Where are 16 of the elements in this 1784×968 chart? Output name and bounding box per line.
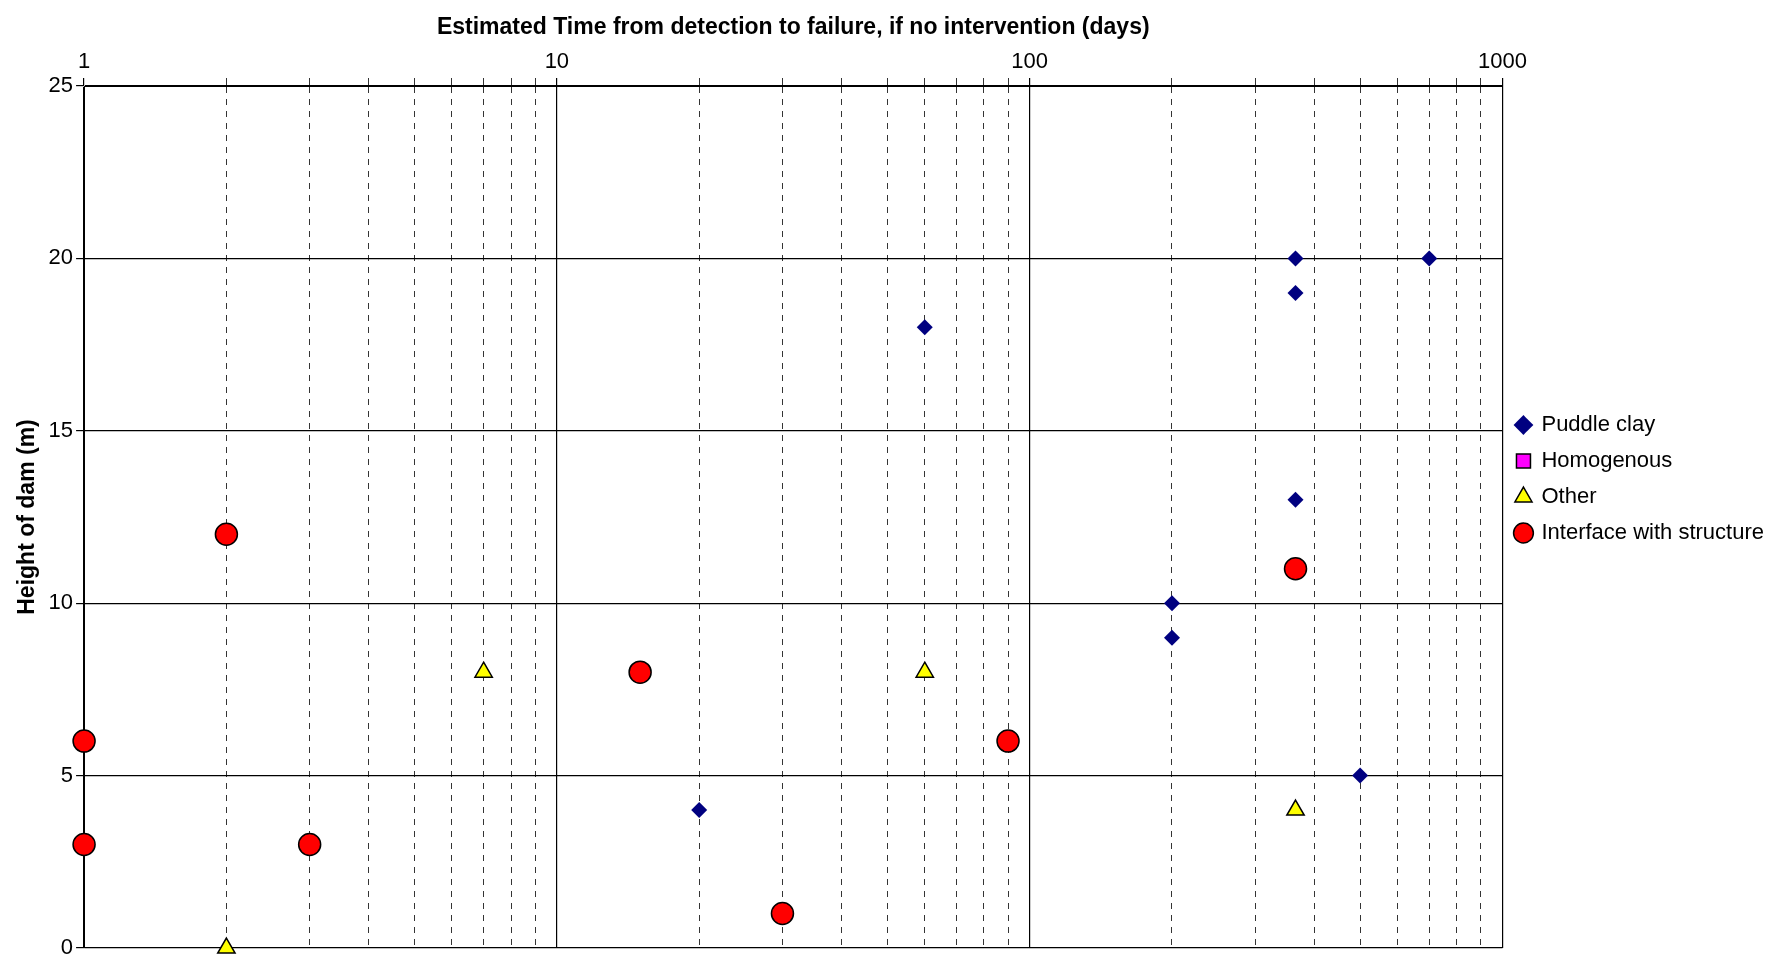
y-tick-label: 10 <box>48 589 74 615</box>
x-tick-label: 10 <box>544 47 570 73</box>
legend-label: Puddle clay <box>1541 411 1656 437</box>
y-tick-label: 25 <box>48 72 74 98</box>
y-axis-title: Height of dam (m) <box>13 419 40 615</box>
x-tick-label: 1000 <box>1477 47 1527 73</box>
y-tick-label: 5 <box>60 761 74 787</box>
y-tick-label: 0 <box>60 934 74 960</box>
x-axis-title: Estimated Time from detection to failure, if no intervention (days) <box>436 13 1150 40</box>
legend-label: Homogenous <box>1541 447 1673 473</box>
x-tick-label: 100 <box>1011 47 1049 73</box>
legend-label: Other <box>1541 483 1597 509</box>
y-tick-label: 20 <box>48 244 74 270</box>
x-tick-label: 1 <box>77 47 91 73</box>
legend-label: Interface with structure <box>1541 519 1765 545</box>
y-tick-label: 15 <box>48 416 74 442</box>
